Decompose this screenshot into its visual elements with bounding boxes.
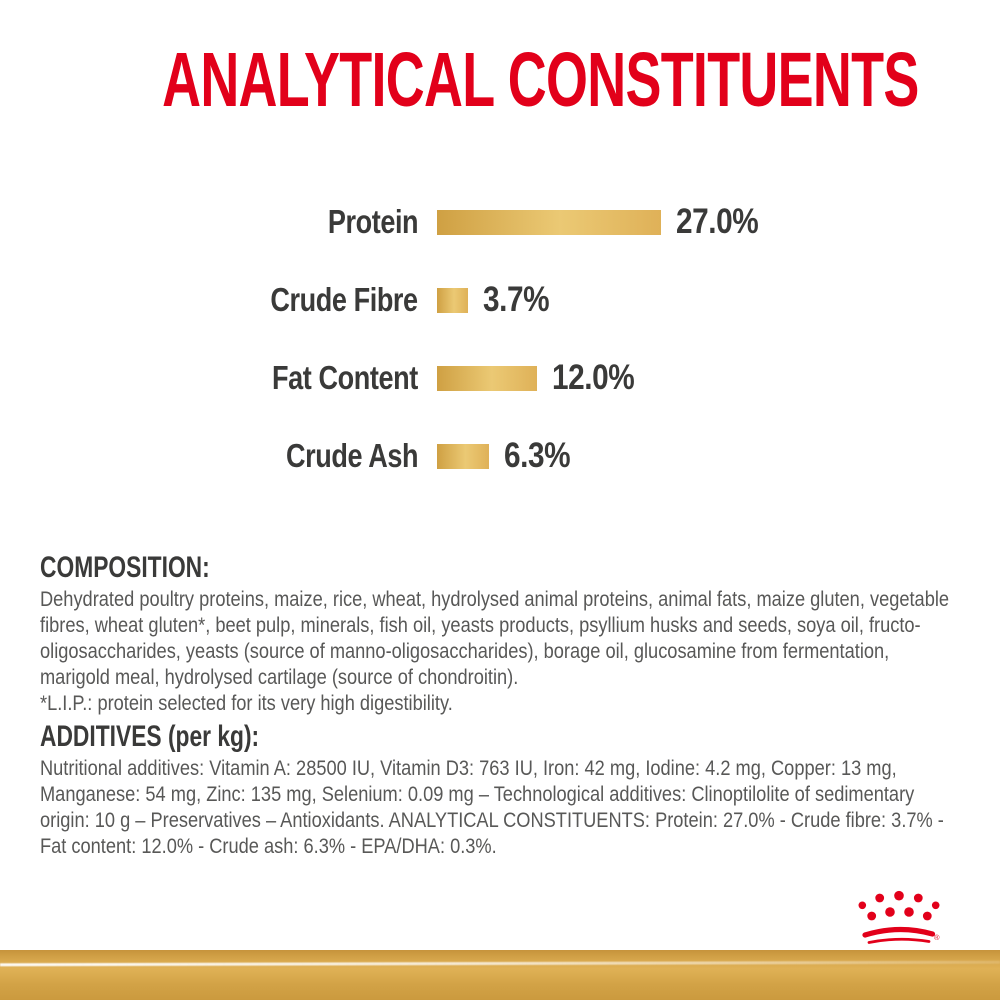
registered-trademark-icon: ®: [934, 933, 940, 942]
additives-body: Nutritional additives: Vitamin A: 28500 …: [40, 756, 944, 858]
composition-footnote: *L.I.P.: protein selected for its very h…: [40, 691, 453, 715]
crown-band-upper: [862, 926, 936, 938]
category-label-crude-fibre: Crude Fibre: [270, 281, 419, 318]
page-title: ANALYTICAL CONSTITUENTS: [0, 42, 1000, 119]
composition-body: Dehydrated poultry proteins, maize, rice…: [40, 587, 950, 689]
bar-crude-ash: [437, 443, 490, 469]
analytical-constituents-chart: Protein 27.0% Crude Fibre 3.7% Fat Conte…: [38, 183, 968, 495]
category-cell: Protein: [38, 203, 419, 241]
value-label-crude-fibre: 3.7%: [482, 280, 550, 319]
page-title-text: ANALYTICAL CONSTITUENTS: [162, 37, 919, 123]
category-cell: Crude Fibre: [38, 281, 419, 319]
chart-row-protein: Protein 27.0%: [38, 183, 968, 261]
category-label-fat-content: Fat Content: [272, 359, 418, 396]
value-cell: 27.0%: [676, 202, 773, 242]
value-label-crude-ash: 6.3%: [504, 436, 571, 475]
category-cell: Fat Content: [38, 359, 418, 397]
value-label-protein: 27.0%: [676, 202, 759, 241]
value-cell: 3.7%: [483, 280, 561, 320]
composition-heading: COMPOSITION:: [40, 551, 210, 584]
gold-footer-bar: [0, 950, 1000, 1000]
category-label-crude-ash: Crude Ash: [285, 437, 419, 474]
additives-heading: ADDITIVES (per kg):: [40, 720, 260, 753]
info-text-column: COMPOSITION: Dehydrated poultry proteins…: [40, 553, 970, 859]
crown-dots-top-row: [858, 890, 940, 910]
value-cell: 12.0%: [552, 358, 649, 398]
category-label-protein: Protein: [327, 203, 419, 240]
crown-band-lower: [867, 937, 931, 944]
bar-fat-content: [437, 365, 537, 391]
chart-row-crude-ash: Crude Ash 6.3%: [38, 417, 968, 495]
value-label-fat-content: 12.0%: [551, 358, 635, 397]
chart-row-fat-content: Fat Content 12.0%: [38, 339, 968, 417]
bar-crude-fibre: [437, 287, 468, 313]
chart-row-crude-fibre: Crude Fibre 3.7%: [38, 261, 968, 339]
bar-protein: [437, 209, 662, 235]
royal-canin-crown-logo: ®: [858, 890, 940, 944]
crown-dots-second-row: [867, 907, 932, 921]
gold-bar-highlight: [0, 960, 1000, 967]
category-cell: Crude Ash: [38, 437, 419, 475]
value-cell: 6.3%: [504, 436, 582, 476]
